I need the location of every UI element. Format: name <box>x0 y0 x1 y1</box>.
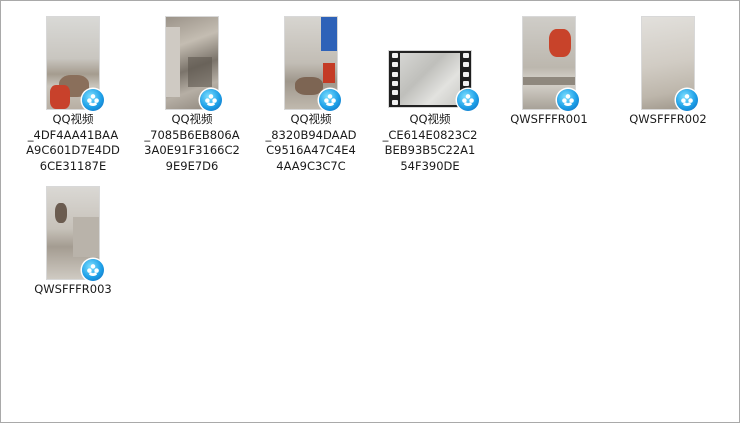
file-item[interactable]: QQ视频 _CE614E0823C2 BEB93B5C22A1 54F390DE <box>371 17 489 174</box>
thumbnail-area <box>14 17 132 111</box>
qq-video-player-icon <box>676 89 698 111</box>
file-name: QQ视频 _CE614E0823C2 BEB93B5C22A1 54F390DE <box>382 112 478 173</box>
file-item[interactable]: QQ视频 _4DF4AA41BAA A9C601D7E4DD 6CE31187E <box>14 17 132 174</box>
video-thumbnail <box>166 17 218 109</box>
thumbnail-area <box>490 17 608 111</box>
thumbnail-area <box>371 17 489 111</box>
qq-video-player-icon <box>319 89 341 111</box>
thumbnail-area <box>133 17 251 111</box>
file-item[interactable]: QWSFFFR002 <box>609 17 727 128</box>
file-name: QWSFFFR001 <box>510 112 588 126</box>
video-thumbnail <box>47 17 99 109</box>
file-name: QQ视频 _7085B6EB806A 3A0E91F3166C2 9E9E7D6 <box>144 112 240 173</box>
file-name: QQ视频 _8320B94DAAD C9516A47C4E4 4AA9C3C7C <box>265 112 357 173</box>
qq-video-player-icon <box>200 89 222 111</box>
qq-video-player-icon <box>82 259 104 281</box>
file-item[interactable]: QQ视频 _8320B94DAAD C9516A47C4E4 4AA9C3C7C <box>252 17 370 174</box>
file-name: QWSFFFR002 <box>629 112 707 126</box>
thumbnail-area <box>609 17 727 111</box>
file-item[interactable]: QWSFFFR003 <box>14 187 132 298</box>
file-item[interactable]: QWSFFFR001 <box>490 17 608 128</box>
file-item[interactable]: QQ视频 _7085B6EB806A 3A0E91F3166C2 9E9E7D6 <box>133 17 251 174</box>
qq-video-player-icon <box>82 89 104 111</box>
qq-video-player-icon <box>457 89 479 111</box>
file-name: QQ视频 _4DF4AA41BAA A9C601D7E4DD 6CE31187E <box>26 112 120 173</box>
thumbnail-area <box>14 187 132 281</box>
qq-video-player-icon <box>557 89 579 111</box>
thumbnail-area <box>252 17 370 111</box>
file-name: QWSFFFR003 <box>34 282 112 296</box>
